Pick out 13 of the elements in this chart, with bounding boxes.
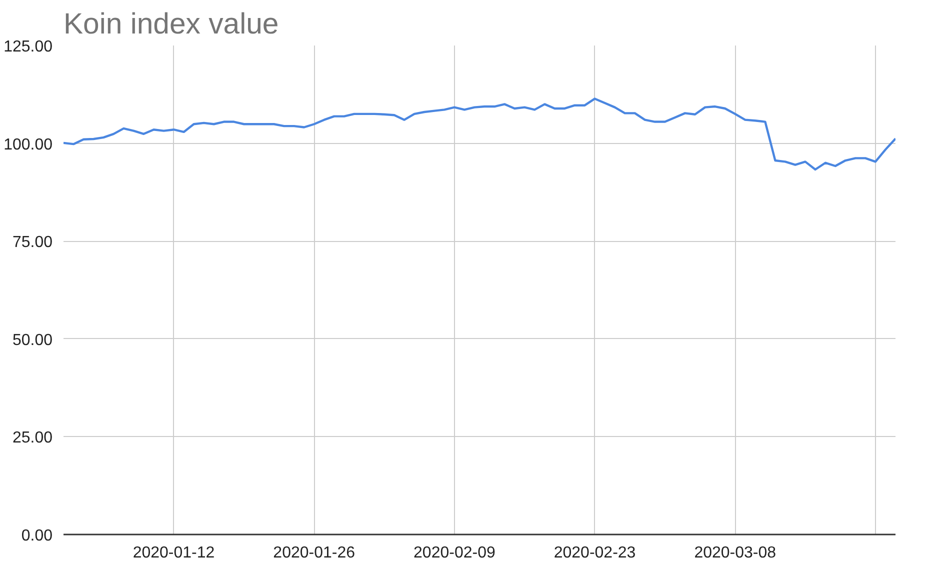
- x-tick-label: 2020-03-08: [694, 544, 776, 562]
- x-tick-label: 2020-02-23: [554, 544, 636, 562]
- x-tick-label: 2020-02-09: [414, 544, 496, 562]
- y-tick-label: 125.00: [4, 38, 53, 56]
- y-tick-label: 50.00: [12, 332, 53, 349]
- y-tick-label: 0.00: [21, 528, 53, 544]
- y-tick-label: 25.00: [12, 430, 53, 447]
- x-tick-label: 2020-01-12: [132, 544, 215, 562]
- y-tick-label: 100.00: [4, 136, 53, 154]
- y-tick-label: 75.00: [12, 234, 53, 252]
- line-series: [64, 98, 896, 171]
- chart-title: Koin index value: [64, 8, 279, 40]
- x-tick-label: 2020-01-26: [273, 544, 356, 562]
